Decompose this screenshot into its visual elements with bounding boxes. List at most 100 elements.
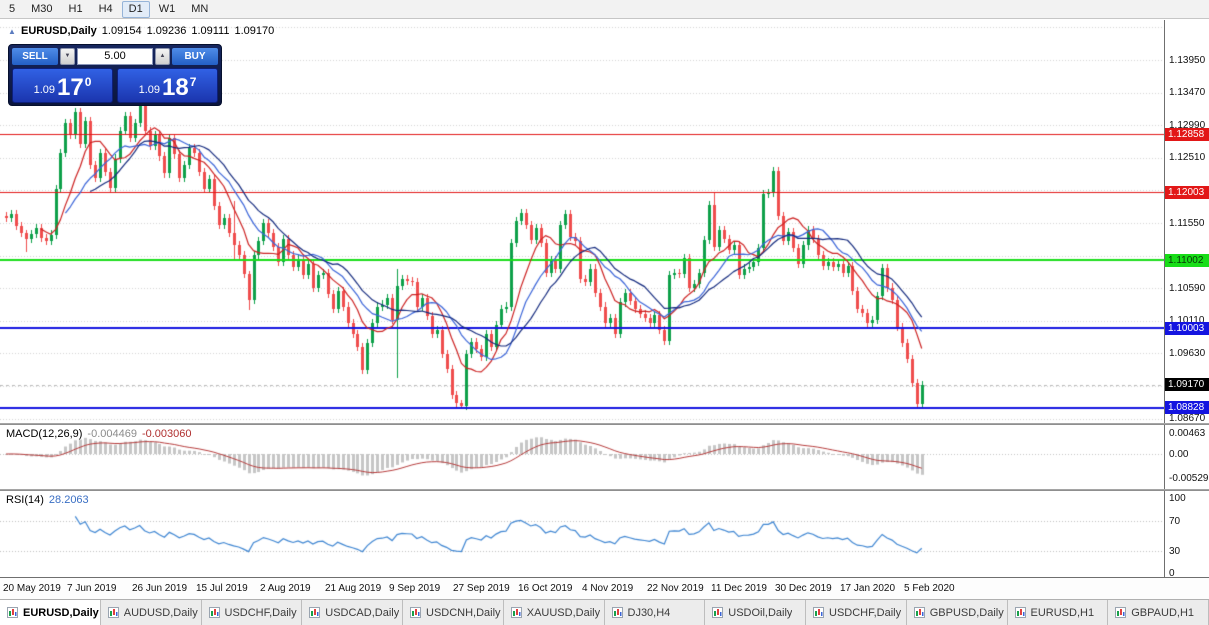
rsi-indicator-label: RSI(14) 28.2063 <box>6 494 94 506</box>
chart-tab-usdchf-daily[interactable]: USDCHF,Daily <box>806 600 907 625</box>
chart-tab-xauusd-daily[interactable]: XAUUSD,Daily <box>503 600 605 625</box>
rsi-value: 28.2063 <box>48 494 89 506</box>
ask-price-point: 7 <box>189 75 197 89</box>
chart-tab-icon <box>1014 607 1026 618</box>
date-axis-label: 11 Dec 2019 <box>711 583 767 594</box>
chart-tab-label: XAUUSD,Daily <box>526 606 601 619</box>
rsi-axis-label: 0 <box>1169 568 1175 579</box>
price-axis-label: 1.09630 <box>1169 348 1206 359</box>
timeframe-button-m30[interactable]: M30 <box>31 2 53 15</box>
chart-tab-audusd-daily[interactable]: AUDUSD,Daily <box>100 600 202 625</box>
price-level-badge: 1.08828 <box>1165 401 1209 414</box>
chart-tab-label: AUDUSD,Daily <box>123 606 198 619</box>
volume-increase-button[interactable]: ▲ <box>155 48 170 65</box>
date-axis-label: 20 May 2019 <box>3 583 61 594</box>
price-axis-label: 1.12510 <box>1169 152 1206 163</box>
date-axis-label: 26 Jun 2019 <box>132 583 188 594</box>
bid-price-figure: 1.09 <box>33 84 56 96</box>
price-level-badge: 1.09170 <box>1165 378 1209 391</box>
buy-button[interactable]: BUY <box>172 48 218 65</box>
price-level-badge: 1.12858 <box>1165 128 1209 141</box>
chart-tab-icon <box>1115 607 1127 618</box>
timeframe-button-5[interactable]: 5 <box>9 2 16 15</box>
ask-price-figure: 1.09 <box>138 84 161 96</box>
date-axis-label: 27 Sep 2019 <box>453 583 510 594</box>
chart-tab-label: USDCAD,Daily <box>325 606 400 619</box>
date-axis-label: 22 Nov 2019 <box>647 583 704 594</box>
collapse-trading-panel-icon[interactable]: ▲ <box>8 27 16 36</box>
date-axis-label: 21 Aug 2019 <box>325 583 382 594</box>
triangle-down-icon: ▼ <box>64 53 71 59</box>
ohlc-open: 1.09154 <box>101 25 142 37</box>
chart-tab-icon <box>107 607 119 618</box>
ohlc-low: 1.09111 <box>191 25 230 37</box>
chart-tab-label: EURUSD,H1 <box>1030 606 1095 619</box>
chart-header: EURUSD,Daily 1.09154 1.09236 1.09111 1.09170 <box>21 25 279 37</box>
bid-price-point: 0 <box>84 75 92 89</box>
chart-tab-usdcnh-daily[interactable]: USDCNH,Daily <box>403 600 504 625</box>
date-axis-label: 16 Oct 2019 <box>518 583 573 594</box>
date-axis-label: 17 Jan 2020 <box>840 583 896 594</box>
panel-splitter-macd[interactable] <box>0 423 1209 425</box>
chart-tab-label: GBPUSD,Daily <box>929 606 1004 619</box>
buy-price-button[interactable]: 1.09 18 7 <box>117 68 218 103</box>
date-axis-label: 4 Nov 2019 <box>582 583 634 594</box>
price-axis[interactable]: 1.13950 1.13470 1.12990 1.12510 1.11550 1.105… <box>1164 20 1209 579</box>
macd-main-value: -0.004469 <box>87 428 137 440</box>
panel-splitter-rsi[interactable] <box>0 489 1209 491</box>
chart-tab-icon <box>712 607 724 618</box>
one-click-trading-panel: SELL ▼ 5.00 ▲ BUY 1.09 17 0 1.09 18 7 <box>8 44 222 106</box>
rsi-panel-canvas[interactable] <box>0 491 1164 577</box>
price-axis-label: 1.11550 <box>1169 218 1205 229</box>
chart-tab-label: EURUSD,Daily <box>23 606 99 619</box>
date-axis-label: 2 Aug 2019 <box>260 583 311 594</box>
rsi-axis-label: 30 <box>1169 546 1181 557</box>
price-axis-label: 1.12990 <box>1169 120 1206 131</box>
chart-tab-icon <box>7 607 18 618</box>
price-axis-label: 1.08670 <box>1169 413 1206 424</box>
chart-tab-icon <box>208 607 220 618</box>
chart-tab-dj30-h4[interactable]: DJ30,H4 <box>604 600 706 625</box>
timeframe-button-mn[interactable]: MN <box>191 2 209 15</box>
time-axis[interactable]: 20 May 2019 7 Jun 2019 26 Jun 2019 15 Jul 2… <box>0 577 1209 599</box>
chart-tab-label: DJ30,H4 <box>627 606 671 619</box>
chart-tab-label: GBPAUD,H1 <box>1131 606 1195 619</box>
price-axis-label: 1.10590 <box>1169 283 1206 294</box>
timeframe-button-h1[interactable]: H1 <box>68 2 83 15</box>
chart-tab-usdoil-daily[interactable]: USDOil,Daily <box>705 600 806 625</box>
sell-price-button[interactable]: 1.09 17 0 <box>12 68 113 103</box>
chart-tab-gbpaud-h1[interactable]: GBPAUD,H1 <box>1108 600 1209 625</box>
chart-tab-usdchf-daily[interactable]: USDCHF,Daily <box>201 600 303 625</box>
macd-panel-canvas[interactable] <box>0 425 1164 489</box>
chart-tab-icon <box>813 607 824 618</box>
chart-tab-eurusd-daily[interactable]: EURUSD,Daily <box>0 600 101 625</box>
volume-decrease-button[interactable]: ▼ <box>60 48 75 65</box>
rsi-name: RSI(14) <box>6 494 44 506</box>
timeframe-button-w1[interactable]: W1 <box>158 2 176 15</box>
chart-tab-usdcad-daily[interactable]: USDCAD,Daily <box>302 600 403 625</box>
ohlc-close: 1.09170 <box>234 25 275 37</box>
timeframe-toolbar: 5 M30 H1 H4 D1 W1 MN <box>0 0 1209 19</box>
date-axis-label: 30 Dec 2019 <box>775 583 832 594</box>
rsi-axis-label: 100 <box>1169 493 1186 504</box>
macd-name: MACD(12,26,9) <box>6 428 83 440</box>
timeframe-button-d1[interactable]: D1 <box>121 0 150 18</box>
date-axis-label: 15 Jul 2019 <box>196 583 248 594</box>
date-axis-label: 9 Sep 2019 <box>389 583 441 594</box>
sell-button[interactable]: SELL <box>12 48 58 65</box>
bid-price-pips: 17 <box>57 74 84 101</box>
price-level-badge: 1.11002 <box>1165 254 1209 267</box>
chart-symbol-period: EURUSD,Daily <box>21 25 97 37</box>
price-level-badge: 1.12003 <box>1165 186 1209 199</box>
chart-tab-gbpusd-daily[interactable]: GBPUSD,Daily <box>906 600 1008 625</box>
price-axis-label: 1.10110 <box>1169 315 1205 326</box>
chart-tab-eurusd-h1[interactable]: EURUSD,H1 <box>1007 600 1109 625</box>
price-level-badge: 1.10003 <box>1165 322 1209 335</box>
volume-input[interactable]: 5.00 <box>77 48 153 65</box>
macd-axis-label: 0.00463 <box>1169 428 1206 439</box>
price-axis-label: 1.13950 <box>1169 55 1206 66</box>
macd-axis-label: 0.00 <box>1169 449 1189 460</box>
timeframe-button-h4[interactable]: H4 <box>98 2 113 15</box>
ohlc-high: 1.09236 <box>146 25 187 37</box>
